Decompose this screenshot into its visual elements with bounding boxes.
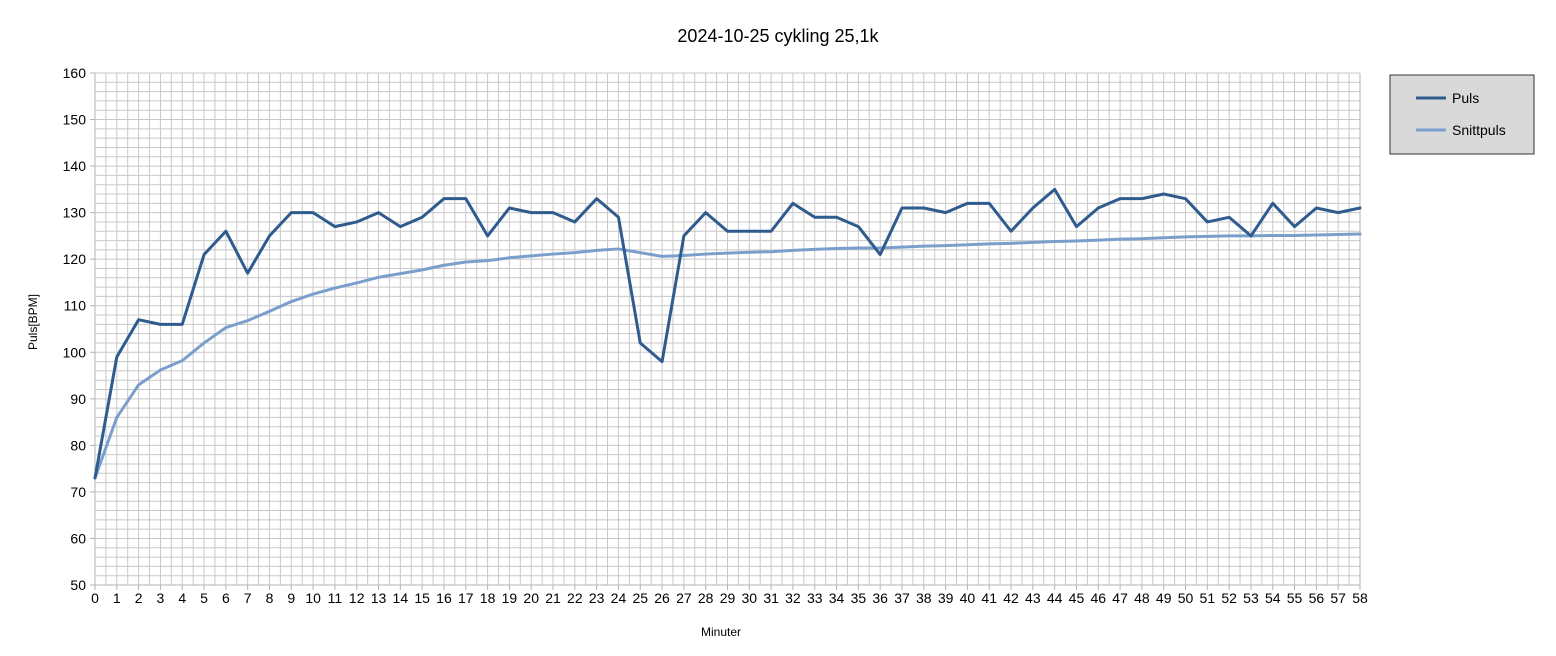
x-tick-label: 40 (960, 590, 976, 606)
x-tick-label: 58 (1352, 590, 1368, 606)
x-tick-label: 21 (545, 590, 561, 606)
x-tick-label: 53 (1243, 590, 1259, 606)
x-tick-label: 6 (222, 590, 230, 606)
x-tick-label: 14 (393, 590, 409, 606)
legend-label-snittpuls: Snittpuls (1452, 122, 1506, 138)
x-tick-label: 51 (1200, 590, 1216, 606)
x-tick-label: 24 (611, 590, 627, 606)
x-tick-label: 33 (807, 590, 823, 606)
x-tick-label: 12 (349, 590, 365, 606)
x-tick-label: 37 (894, 590, 910, 606)
y-tick-label: 90 (70, 391, 86, 407)
x-tick-label: 57 (1330, 590, 1346, 606)
series-lines (93, 187, 1362, 480)
x-tick-label: 22 (567, 590, 583, 606)
x-tick-label: 31 (763, 590, 779, 606)
gridlines (95, 72, 1361, 585)
y-tick-label: 100 (63, 344, 87, 360)
x-axis-label: Minuter (701, 625, 741, 639)
x-tick-label: 2 (135, 590, 143, 606)
x-tick-label: 1 (113, 590, 121, 606)
y-tick-label: 150 (63, 112, 87, 128)
y-tick-label: 110 (64, 298, 87, 314)
x-tick-label: 26 (654, 590, 670, 606)
series-line-snittpuls (93, 232, 1362, 480)
x-tick-label: 15 (414, 590, 430, 606)
x-tick-label: 38 (916, 590, 932, 606)
chart-title: 2024-10-25 cykling 25,1k (677, 26, 879, 46)
x-tick-label: 49 (1156, 590, 1172, 606)
x-tick-label: 45 (1069, 590, 1085, 606)
x-tick-label: 55 (1287, 590, 1303, 606)
x-tick-label: 50 (1178, 590, 1194, 606)
legend: Puls Snittpuls (1389, 74, 1535, 155)
y-tick-label: 120 (63, 251, 87, 267)
x-tick-label: 41 (981, 590, 997, 606)
y-tick-label: 50 (70, 577, 86, 593)
legend-box (1389, 74, 1535, 155)
x-tick-label: 44 (1047, 590, 1063, 606)
x-tick-label: 11 (328, 590, 343, 606)
x-tick-label: 56 (1309, 590, 1325, 606)
x-tick-label: 39 (938, 590, 954, 606)
x-tick-label: 3 (157, 590, 165, 606)
x-tick-label: 0 (91, 590, 99, 606)
x-tick-label: 52 (1221, 590, 1237, 606)
x-tick-label: 27 (676, 590, 692, 606)
y-tick-label: 80 (70, 437, 86, 453)
x-tick-label: 30 (742, 590, 758, 606)
y-tick-label: 160 (63, 65, 87, 81)
x-tick-label: 10 (305, 590, 321, 606)
x-tick-label: 17 (458, 590, 474, 606)
y-tick-label: 60 (70, 530, 86, 546)
x-tick-label: 32 (785, 590, 801, 606)
x-tick-label: 36 (872, 590, 888, 606)
x-tick-label: 25 (632, 590, 648, 606)
x-tick-label: 23 (589, 590, 605, 606)
x-tick-label: 16 (436, 590, 452, 606)
y-axis-label: Puls[BPM] (26, 294, 40, 350)
x-tick-label: 47 (1112, 590, 1128, 606)
x-tick-label: 5 (200, 590, 208, 606)
x-tick-label: 34 (829, 590, 845, 606)
x-tick-label: 29 (720, 590, 736, 606)
x-tick-label: 8 (266, 590, 274, 606)
series-line-puls (93, 187, 1362, 480)
legend-label-puls: Puls (1452, 90, 1479, 106)
x-tick-label: 48 (1134, 590, 1150, 606)
y-axis-ticks: 50 60 70 80 90 100 110 120 130 140 150 160 (63, 65, 95, 593)
y-tick-label: 140 (63, 158, 87, 174)
x-tick-label: 13 (371, 590, 387, 606)
x-tick-label: 54 (1265, 590, 1281, 606)
x-tick-label: 46 (1090, 590, 1106, 606)
x-tick-label: 7 (244, 590, 252, 606)
x-axis-ticks: 0 1 2 3 4 5 6 7 8 9 10 11 12 13 14 15 16 17 18 19 20 21 22 23 24… (91, 585, 1368, 606)
x-tick-label: 43 (1025, 590, 1041, 606)
x-tick-label: 4 (178, 590, 186, 606)
x-tick-label: 35 (851, 590, 867, 606)
x-tick-label: 28 (698, 590, 714, 606)
y-tick-label: 70 (70, 484, 86, 500)
x-tick-label: 9 (287, 590, 295, 606)
x-tick-label: 42 (1003, 590, 1019, 606)
x-tick-label: 19 (502, 590, 518, 606)
x-tick-label: 20 (523, 590, 539, 606)
y-tick-label: 130 (63, 205, 87, 221)
x-tick-label: 18 (480, 590, 496, 606)
